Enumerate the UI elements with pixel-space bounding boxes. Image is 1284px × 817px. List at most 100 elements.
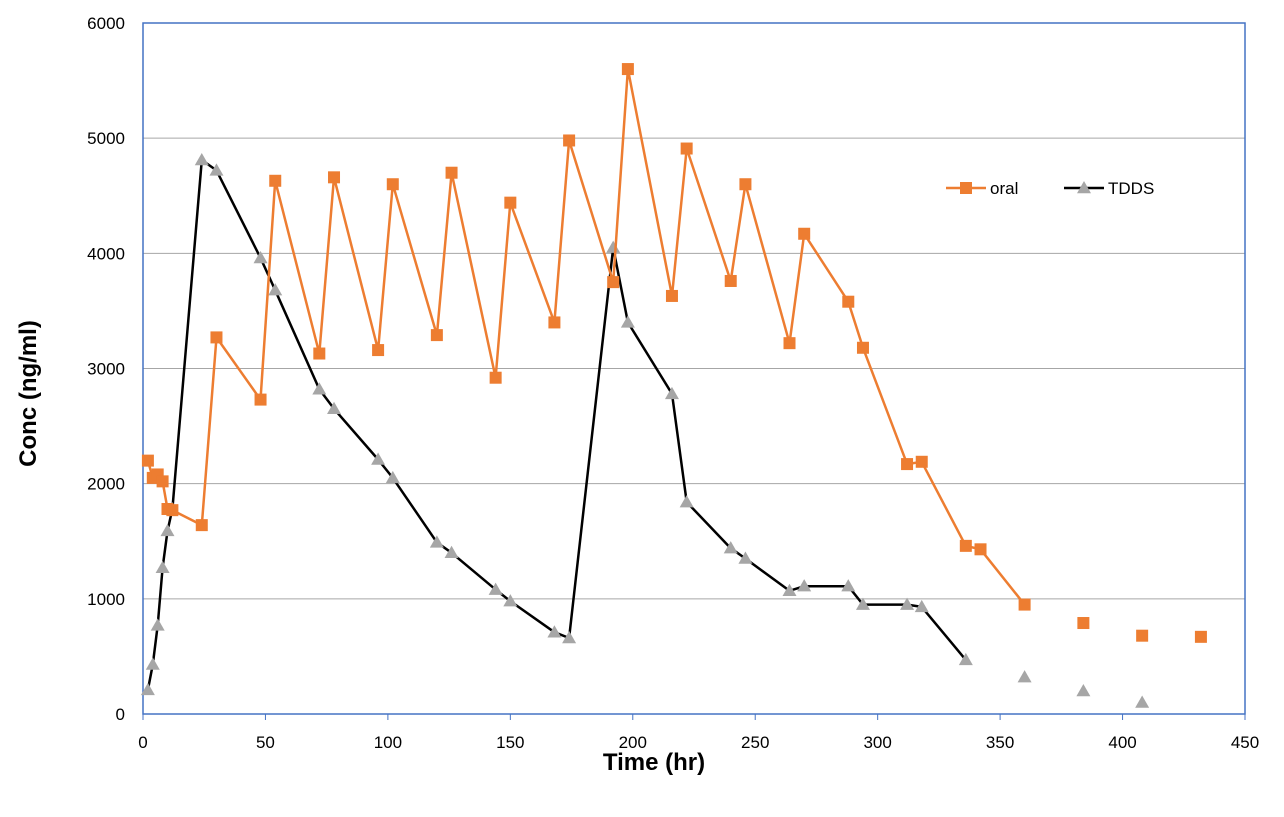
data-point-tdds <box>547 625 562 638</box>
data-point-oral <box>1194 630 1207 643</box>
legend-item-tdds: TDDS <box>1064 179 1154 198</box>
data-point-oral <box>798 227 811 240</box>
data-point-tdds <box>723 541 738 554</box>
data-point-oral <box>563 134 576 147</box>
data-point-tdds <box>782 583 797 597</box>
data-point-oral <box>141 454 154 467</box>
legend-marker-swatch <box>960 182 972 194</box>
data-point-tdds <box>429 535 444 548</box>
x-tick-label: 100 <box>374 733 402 752</box>
data-point-tdds <box>606 240 621 253</box>
x-tick-label: 450 <box>1231 733 1259 752</box>
grid-lines <box>143 137 1245 600</box>
data-point-tdds <box>855 597 870 610</box>
series-oral <box>141 63 1207 643</box>
y-tick-label: 6000 <box>87 14 125 33</box>
data-point-oral <box>1077 617 1090 630</box>
data-point-oral <box>1136 629 1149 642</box>
data-point-tdds <box>914 599 929 613</box>
y-tick-label: 2000 <box>87 475 125 494</box>
legend-label: oral <box>990 179 1018 198</box>
data-point-tdds <box>253 250 268 264</box>
data-point-oral <box>901 458 914 471</box>
data-point-oral <box>254 393 267 406</box>
x-tick-label: 200 <box>619 733 647 752</box>
data-point-oral <box>724 274 737 287</box>
legend-marker-swatch <box>1077 181 1091 194</box>
data-point-tdds <box>1135 695 1150 708</box>
x-tick-label: 350 <box>986 733 1014 752</box>
data-point-tdds <box>797 579 812 592</box>
series-group <box>140 63 1207 708</box>
data-point-oral <box>504 196 517 209</box>
data-point-tdds <box>385 470 400 484</box>
series-line-oral <box>146 67 1026 606</box>
data-point-oral <box>386 178 399 191</box>
data-point-tdds <box>371 452 386 465</box>
data-point-oral <box>210 331 223 344</box>
y-axis-title: Conc (ng/ml) <box>15 320 42 467</box>
data-point-tdds <box>145 657 160 670</box>
y-tick-label: 5000 <box>87 129 125 148</box>
data-point-oral <box>328 171 341 184</box>
x-tick-label: 150 <box>496 733 524 752</box>
data-point-tdds <box>268 283 283 296</box>
data-point-tdds <box>1017 670 1032 683</box>
data-point-tdds <box>1076 683 1091 697</box>
data-point-oral <box>621 63 634 76</box>
data-point-oral <box>195 519 208 532</box>
data-point-tdds <box>664 386 679 400</box>
data-point-tdds <box>900 597 915 610</box>
x-tick-label: 300 <box>863 733 891 752</box>
data-point-tdds <box>327 401 342 415</box>
series-tdds <box>140 153 1150 708</box>
legend-label: TDDS <box>1108 179 1154 198</box>
data-point-oral <box>445 166 458 179</box>
data-point-tdds <box>488 582 503 595</box>
data-point-tdds <box>503 594 518 607</box>
data-point-oral <box>783 337 796 350</box>
data-point-oral <box>842 295 855 308</box>
x-tick-label: 50 <box>256 733 275 752</box>
data-point-tdds <box>312 382 327 395</box>
x-axis-title: Time (hr) <box>603 749 705 776</box>
data-point-oral <box>269 174 282 187</box>
data-point-tdds <box>679 495 694 508</box>
x-tick-label: 0 <box>138 733 147 752</box>
data-point-oral <box>739 178 752 191</box>
x-axis-ticks: 0 50 100 150 200 250 300 350 400 450 <box>138 714 1259 752</box>
x-tick-label: 400 <box>1108 733 1136 752</box>
data-point-tdds <box>444 545 459 559</box>
data-point-oral <box>607 276 620 289</box>
data-point-tdds <box>620 315 635 328</box>
data-point-oral <box>856 341 869 354</box>
y-tick-label: 1000 <box>87 590 125 609</box>
data-point-tdds <box>958 652 973 666</box>
data-point-tdds <box>160 523 175 537</box>
data-point-tdds <box>194 153 209 166</box>
y-tick-label: 0 <box>116 705 125 724</box>
data-point-oral <box>156 475 169 488</box>
legend: oral TDDS <box>946 179 1154 198</box>
y-axis-ticks: 0 1000 2000 3000 4000 5000 6000 <box>87 14 125 724</box>
data-point-tdds <box>209 163 224 176</box>
data-point-tdds <box>140 682 155 696</box>
data-point-tdds <box>738 551 753 564</box>
data-point-oral <box>915 455 928 468</box>
data-point-oral <box>959 539 972 552</box>
data-point-oral <box>313 347 326 360</box>
data-point-oral <box>665 289 678 302</box>
data-point-tdds <box>841 579 856 592</box>
x-tick-label: 250 <box>741 733 769 752</box>
data-point-tdds <box>150 618 165 631</box>
data-point-oral <box>974 543 987 556</box>
data-point-oral <box>430 329 443 342</box>
data-point-oral <box>548 316 561 329</box>
legend-item-oral: oral <box>946 179 1018 198</box>
y-tick-label: 4000 <box>87 244 125 263</box>
plot-area-border <box>142 22 1246 715</box>
data-point-oral <box>680 142 693 155</box>
data-point-tdds <box>562 630 577 644</box>
